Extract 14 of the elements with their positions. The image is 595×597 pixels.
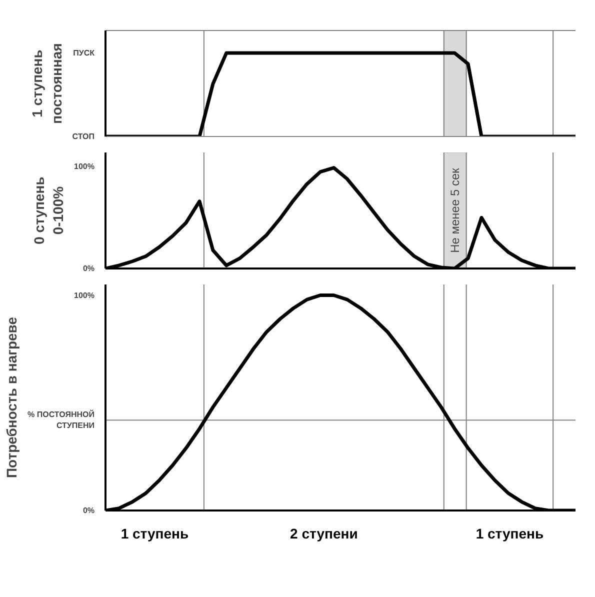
y-axis-title: Потребность в нагреве [4, 316, 20, 478]
text: 1 ступень [120, 526, 189, 542]
y-tick-label: % ПОСТОЯННОЙ СТУПЕНИ [28, 409, 95, 430]
annotation: Не менее 5 сек [448, 167, 462, 253]
text: 1 ступень [476, 526, 544, 542]
y-axis-title: 0 ступень 0-100% [30, 176, 66, 244]
text: 2 ступени [290, 526, 358, 542]
y-tick-label: 100% [74, 162, 95, 172]
y-tick-label: 0% [82, 264, 94, 273]
y-tick-label: 0% [82, 506, 94, 515]
y-tick-label: 100% [74, 290, 95, 300]
y-axis-title: 1 ступень постоянная [29, 43, 64, 124]
text: ПУСК [73, 48, 95, 58]
text: СТОП [72, 132, 95, 141]
